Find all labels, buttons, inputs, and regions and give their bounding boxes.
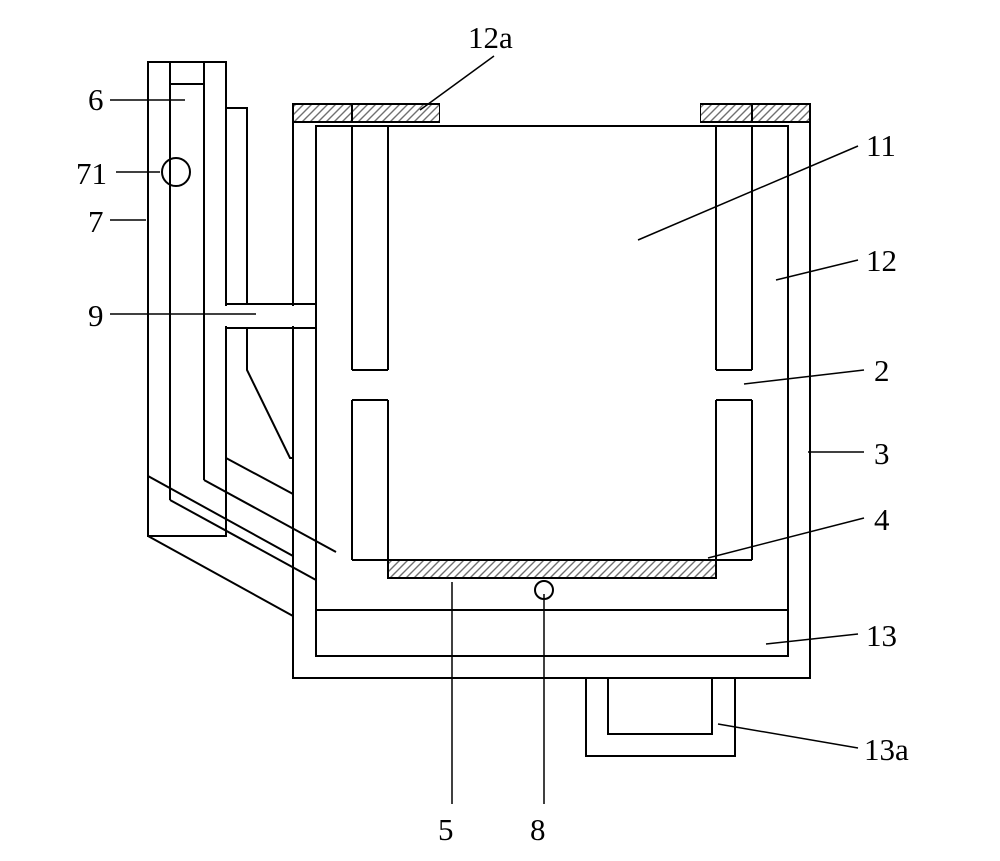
label-12: 12 [866,243,897,279]
label-8: 8 [530,812,546,848]
hatch-4-5 [388,560,716,578]
technical-drawing [0,0,1000,861]
leader-13 [766,634,858,644]
label-12a: 12a [468,20,513,56]
label-2: 2 [874,353,890,389]
label-11: 11 [866,128,896,164]
hatch-top-outerL [293,104,352,122]
leader-13a [718,724,858,748]
label-71: 71 [76,156,107,192]
label-6: 6 [88,82,104,118]
label-13: 13 [866,618,897,654]
label-3: 3 [874,436,890,472]
leader-2 [744,370,864,384]
leader-4 [708,518,864,558]
label-5: 5 [438,812,454,848]
label-9: 9 [88,298,104,334]
label-7: 7 [88,204,104,240]
label-13a: 13a [864,732,909,768]
label-4: 4 [874,502,890,538]
hatch-top-outerR [752,104,810,122]
leader-11 [638,146,858,240]
leader-12a [420,56,494,110]
